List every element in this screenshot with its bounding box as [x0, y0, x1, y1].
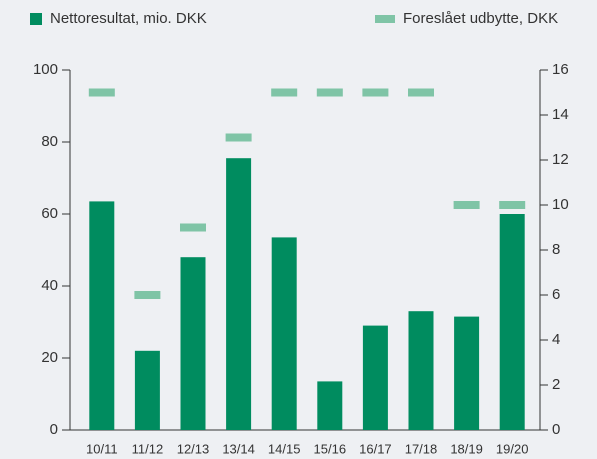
y-tick-label: 80 [41, 133, 58, 150]
bar [408, 311, 434, 430]
dividend-dash [225, 133, 252, 142]
y-tick-label: 0 [50, 421, 58, 438]
y-tick-label: 20 [41, 349, 58, 366]
legend-swatch [30, 13, 42, 25]
x-tick-label: 14/15 [268, 441, 301, 456]
dividend-dash [316, 88, 343, 97]
bar [271, 237, 297, 430]
dividend-dash [362, 88, 389, 97]
bar [89, 201, 115, 430]
y2-tick-label: 4 [552, 331, 560, 348]
y2-tick-label: 10 [552, 196, 569, 213]
x-tick-label: 12/13 [177, 441, 210, 456]
legend-label: Nettoresultat, mio. DKK [50, 10, 207, 27]
bar [362, 325, 388, 430]
y2-tick-label: 0 [552, 421, 560, 438]
bar [499, 214, 525, 430]
legend-swatch [375, 15, 395, 23]
x-tick-label: 13/14 [222, 441, 255, 456]
bar [226, 158, 252, 430]
bar [134, 350, 160, 430]
x-tick-label: 10/11 [86, 441, 118, 456]
x-tick-label: 19/20 [496, 441, 529, 456]
dividend-dash [408, 88, 434, 97]
y2-tick-label: 12 [552, 151, 569, 168]
y2-tick-label: 6 [552, 286, 560, 303]
legend-label: Foreslået udbytte, DKK [403, 10, 558, 27]
bar [180, 257, 206, 430]
x-tick-label: 11/12 [132, 441, 164, 456]
dividend-dash [453, 201, 480, 209]
dividend-dash [180, 223, 206, 232]
bar [317, 381, 343, 430]
bar [454, 316, 480, 430]
y-tick-label: 60 [41, 205, 58, 222]
dividend-dash [134, 291, 161, 299]
dividend-dash [271, 88, 298, 97]
y2-tick-label: 16 [552, 61, 569, 78]
y2-tick-label: 2 [552, 376, 560, 393]
y2-tick-label: 14 [552, 106, 569, 123]
y-tick-label: 100 [33, 61, 58, 78]
x-tick-label: 16/17 [359, 441, 392, 456]
x-tick-label: 17/18 [405, 441, 438, 456]
x-tick-label: 18/19 [450, 441, 483, 456]
dividend-dash [499, 201, 526, 209]
x-tick-label: 15/16 [314, 441, 347, 456]
dividend-dash [88, 88, 115, 97]
y-tick-label: 40 [41, 277, 58, 294]
y2-tick-label: 8 [552, 241, 560, 258]
